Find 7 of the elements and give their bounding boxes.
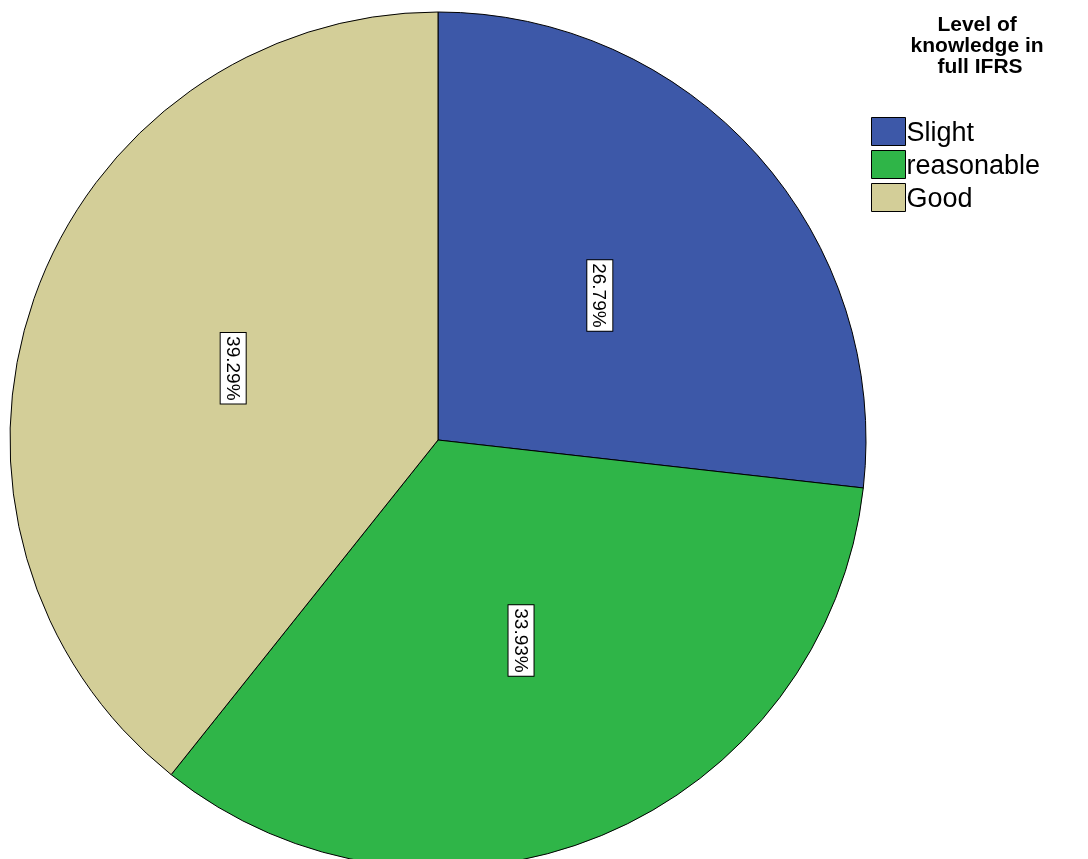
legend-label: Good — [906, 182, 973, 213]
legend-label: Slight — [906, 116, 975, 147]
data-label: 33.93% — [510, 608, 532, 673]
data-label: 39.29% — [222, 336, 244, 401]
legend-title: Level of knowledge in full IFRS — [910, 12, 1050, 77]
legend-label: reasonable — [906, 149, 1041, 180]
data-label: 26.79% — [589, 263, 611, 328]
